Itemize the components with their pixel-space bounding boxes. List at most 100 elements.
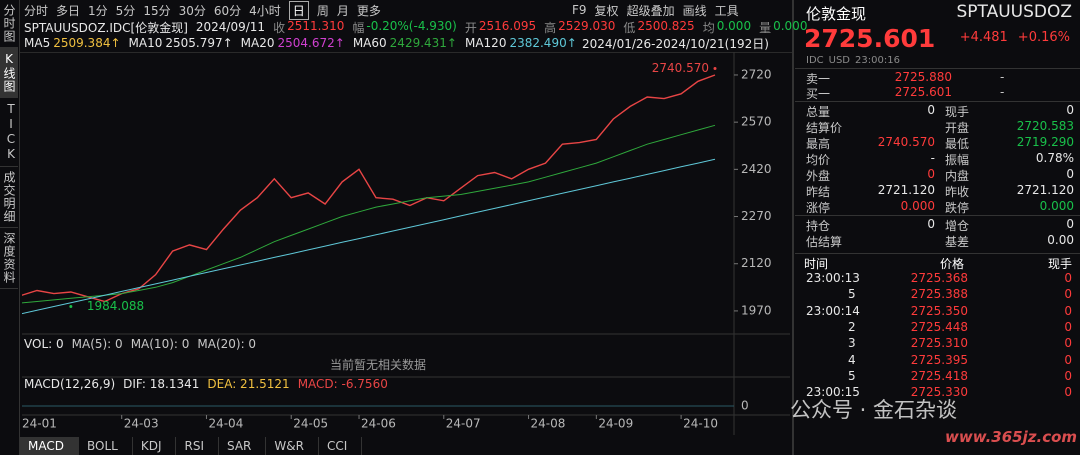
ma-bar: MA5 2509.384↑ MA10 2505.797↑ MA20 2504.672↑ MA… xyxy=(24,35,577,51)
trade-size: 0 xyxy=(1064,287,1072,302)
y-tick-label: 2420 xyxy=(741,162,772,176)
quote-field: 开 2516.095 xyxy=(465,19,536,36)
period-tab[interactable]: 15分 xyxy=(143,3,171,18)
period-tab[interactable]: 分时 xyxy=(24,3,49,18)
indicator-tab[interactable]: MACD xyxy=(20,437,79,455)
stat-label: 内盘 xyxy=(945,169,970,183)
info: IDC USD 23:00:16 xyxy=(806,52,900,68)
stat-value: 2721.120 xyxy=(1016,183,1074,197)
stat-value: 2719.290 xyxy=(1016,135,1074,149)
vol-bar: VOL: 0 MA(5): 0 MA(10): 0 MA(20): 0 xyxy=(24,336,256,352)
max-point xyxy=(713,66,717,70)
change-value: +4.481 xyxy=(959,29,1008,45)
tool-button[interactable]: 工具 xyxy=(714,3,739,18)
period-tab[interactable]: 月 xyxy=(336,3,349,18)
field-value: 2516.095 xyxy=(478,18,537,33)
trade-price: 2725.395 xyxy=(910,352,968,367)
separator xyxy=(795,215,1080,216)
trade-price: 2725.310 xyxy=(910,336,968,351)
side-tab[interactable]: 成交明细 xyxy=(0,167,18,228)
stat-label: 振幅 xyxy=(945,153,970,167)
trade-price: 2725.350 xyxy=(910,303,968,318)
min-point xyxy=(69,304,73,308)
trade-price: 2725.448 xyxy=(910,319,968,334)
period-tab[interactable]: 5分 xyxy=(115,3,136,18)
field-value: 2511.310 xyxy=(287,18,345,33)
tool-button[interactable]: 复权 xyxy=(594,3,619,18)
stat-value: 0 xyxy=(1066,167,1074,181)
stat-value: 0.000 xyxy=(900,199,935,213)
trade-size: 0 xyxy=(1064,385,1072,400)
tools: F9 复权 超级叠加 画线 工具 xyxy=(572,2,739,18)
side-tab[interactable]: K线图 xyxy=(0,48,18,98)
period-tab[interactable]: 多日 xyxy=(56,3,81,18)
trade-time: 23:00:15 xyxy=(806,385,860,400)
left-divider xyxy=(19,0,20,455)
side-tab[interactable]: 深度资料 xyxy=(0,228,18,289)
trade-time: 4 xyxy=(848,352,856,367)
macd-item: DEA: 21.5121 xyxy=(207,377,290,391)
field-label: 收 xyxy=(273,20,286,35)
period-tab[interactable]: 60分 xyxy=(213,3,242,18)
indicator-tab[interactable]: BOLL xyxy=(79,437,133,455)
info-item: USD xyxy=(828,54,851,66)
period-tab[interactable]: 4小时 xyxy=(249,3,281,18)
side-tab[interactable]: TICK xyxy=(0,98,18,167)
trade-time: 23:00:14 xyxy=(806,303,860,318)
ma-item: MA120 2382.490↑ xyxy=(465,36,577,50)
trade-price: 2725.368 xyxy=(910,271,968,285)
stat-label: 昨收 xyxy=(945,185,970,199)
tool-button[interactable]: 画线 xyxy=(682,3,707,18)
macd-axis-label: 0 xyxy=(741,399,749,413)
indicator-tab[interactable]: SAR xyxy=(219,437,267,455)
period-tab[interactable]: 1分 xyxy=(88,3,108,18)
indicator-tab[interactable]: W&R xyxy=(266,437,319,455)
header-line xyxy=(20,52,792,53)
stat-value: 2720.583 xyxy=(1016,119,1074,133)
indicator-tab[interactable]: KDJ xyxy=(133,437,177,455)
period-tab[interactable]: 30分 xyxy=(178,3,206,18)
ma-label: MA10 xyxy=(128,36,163,50)
period-tab[interactable]: 周 xyxy=(316,3,329,18)
field-value: -0.20%(-4.930) xyxy=(366,18,457,33)
stat-value: 0 xyxy=(1066,217,1074,231)
trade-time: 3 xyxy=(848,336,856,351)
trade-time: 5 xyxy=(848,287,856,302)
ma-item: MA10 2505.797↑ xyxy=(129,36,233,50)
chart: 1970 2120 2270 2420 2570 2720 24-01 24-03 24-04 2… xyxy=(22,52,790,435)
stat-label: 涨停 xyxy=(806,201,831,215)
field-label: 均 xyxy=(702,20,715,35)
macd-item: MACD: -6.7560 xyxy=(297,377,388,391)
book-price: 2725.880 xyxy=(894,70,952,84)
stat-label: 结算价 xyxy=(806,121,843,135)
tool-button[interactable]: 超级叠加 xyxy=(626,3,675,18)
stat-label: 基差 xyxy=(945,235,970,249)
stat-label: 开盘 xyxy=(945,121,970,135)
instrument-code: SPTAUUSDOZ xyxy=(956,2,1072,22)
period-tab[interactable]: 更多 xyxy=(356,3,381,18)
indicator-tab[interactable]: CCI xyxy=(319,437,363,455)
side-tab[interactable]: 分时图 xyxy=(0,0,18,48)
book-label: 卖一 xyxy=(806,72,831,86)
field-value: 0.000 xyxy=(773,18,808,33)
stat-label: 持仓 xyxy=(806,219,831,233)
tool-button[interactable]: F9 xyxy=(572,3,587,17)
trade-size: 0 xyxy=(1064,319,1072,334)
quote-field: 高 2529.030 xyxy=(544,19,615,36)
date-range: 2024/01/26-2024/10/21(192日) xyxy=(582,37,769,51)
field-value: 2529.030 xyxy=(558,18,616,33)
quote-field: 量 0.000 xyxy=(759,19,807,36)
ma-item: MA5 2509.384↑ xyxy=(24,36,121,50)
stat-label: 跌停 xyxy=(945,201,970,215)
y-tick-label: 2120 xyxy=(741,256,772,270)
stat-label: 现手 xyxy=(945,105,970,119)
stat-value: 0.78% xyxy=(1035,151,1074,165)
period-tab[interactable]: 日 xyxy=(288,0,309,20)
x-tick-label: 24-06 xyxy=(361,417,396,431)
stat-value: - xyxy=(930,151,935,165)
field-value: 2500.825 xyxy=(637,18,695,33)
trades-header: 价格 xyxy=(940,257,965,271)
indicator-tab[interactable]: RSI xyxy=(176,437,219,455)
x-tick-label: 24-04 xyxy=(208,417,243,431)
